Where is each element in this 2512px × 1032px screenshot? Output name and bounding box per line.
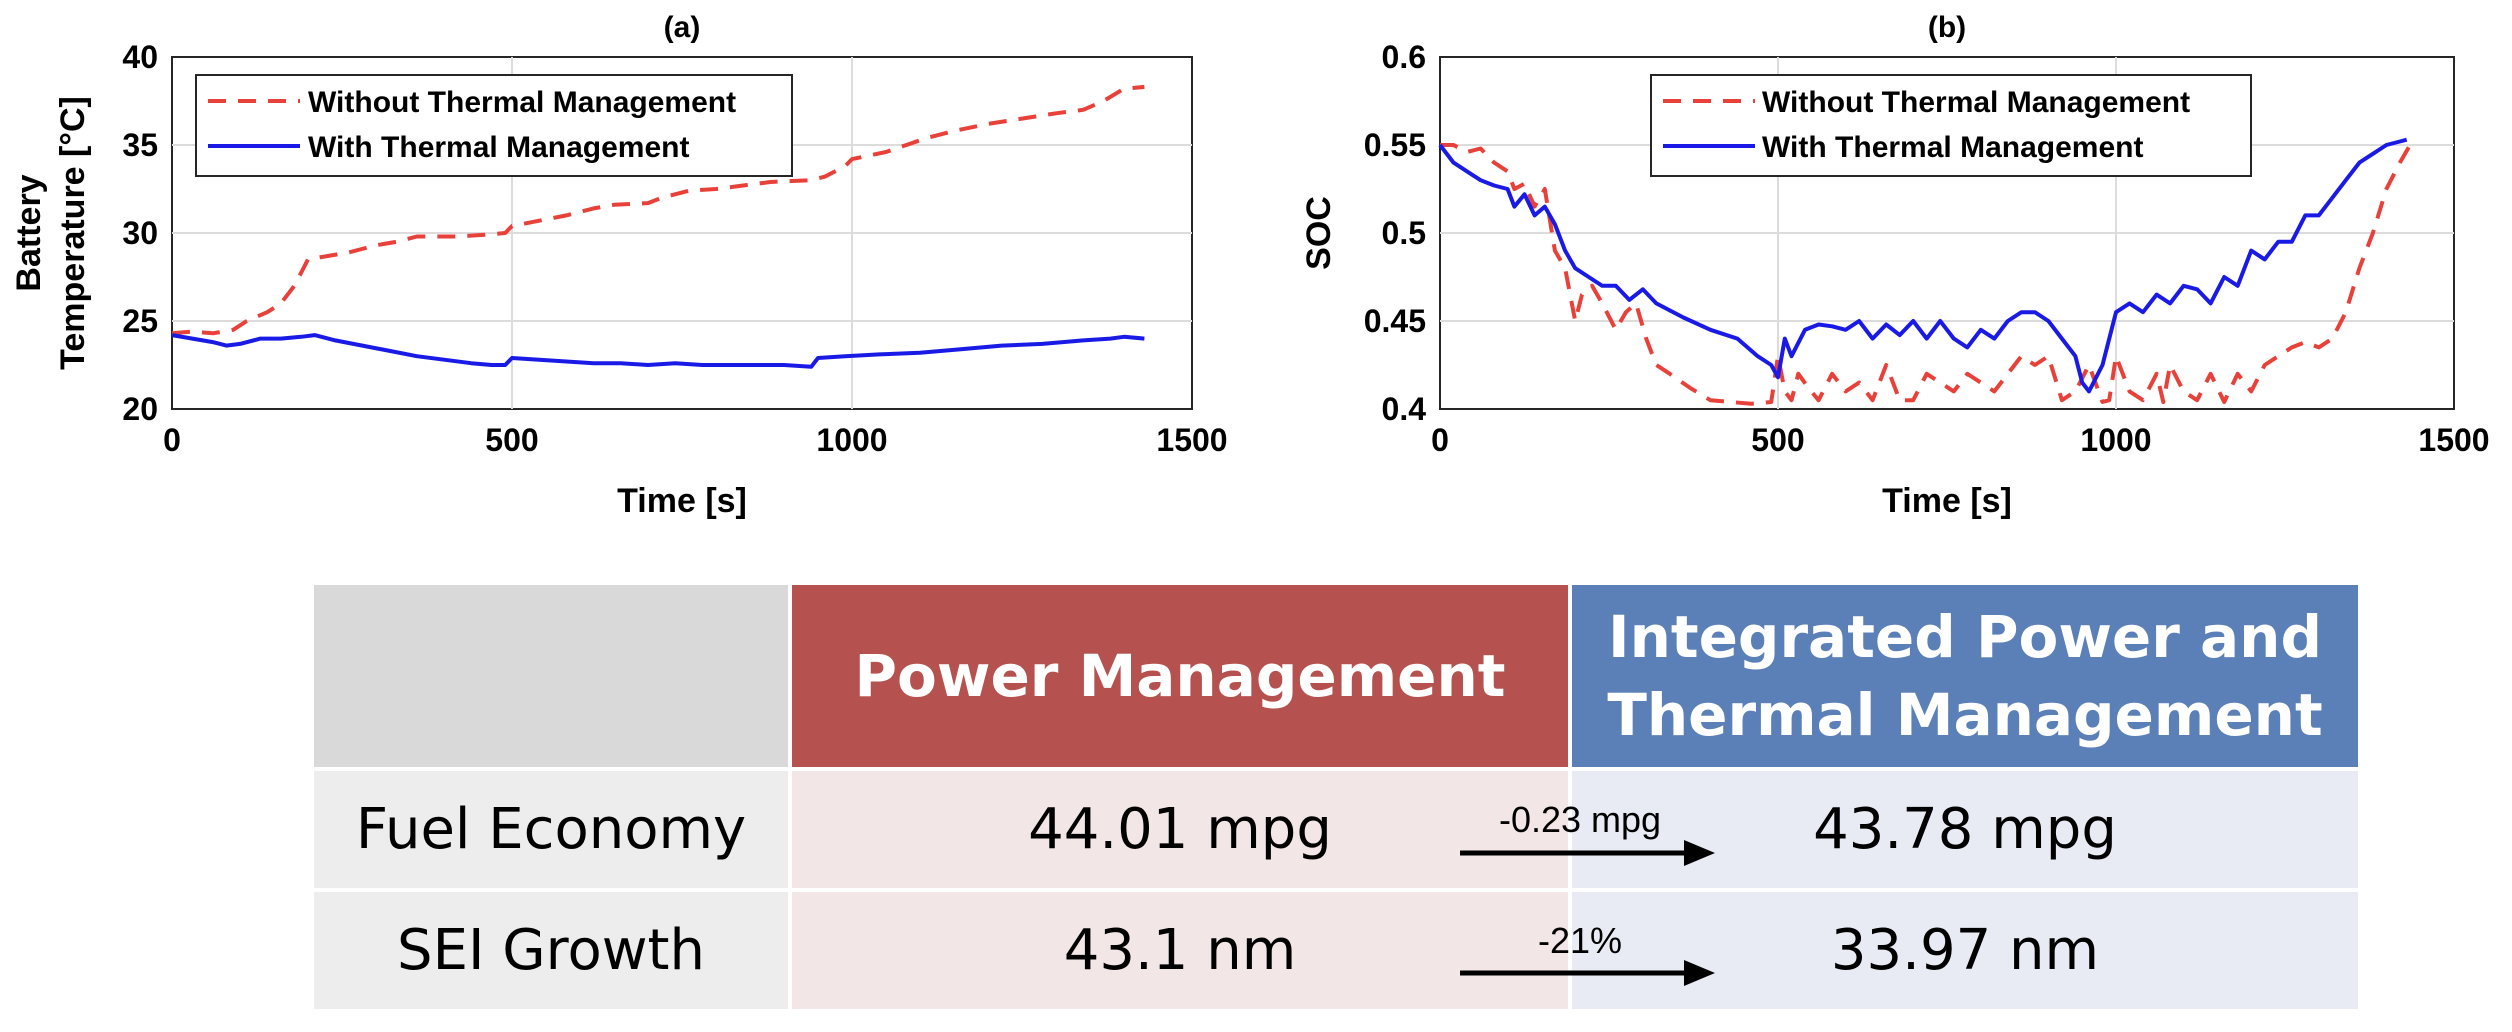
row-label-fuel-economy: Fuel Economy — [314, 771, 792, 888]
header-power-management: Power Management — [792, 585, 1572, 767]
x-tick-label: 0 — [163, 422, 181, 458]
chart-a-legend: Without Thermal Management With Thermal … — [195, 74, 793, 177]
chart-a-legend-label-without: Without Thermal Management — [308, 86, 736, 119]
header-power-management-text: Power Management — [854, 642, 1506, 710]
header-integrated-management: Integrated Power and Thermal Management — [1572, 585, 2358, 767]
y-tick-label: 25 — [122, 303, 158, 339]
a-series-line-with-thermal — [171, 333, 1145, 369]
y-tick-label: 0.55 — [1364, 127, 1426, 163]
x-tick-label: 0 — [1431, 422, 1449, 458]
y-tick-label: 0.4 — [1382, 391, 1427, 427]
y-tick-label: 0.5 — [1382, 215, 1426, 251]
chart-b-series — [1438, 137, 2412, 406]
y-tick-label: 35 — [122, 127, 158, 163]
header-integrated-line2: Thermal Management — [1607, 681, 2323, 749]
charts-area: 0 500 1000 1500 20 25 30 35 40 (a) Time [s] Batt… — [10, 11, 2490, 520]
y-tick-label: 40 — [122, 39, 158, 75]
row-label-sei-growth: SEI Growth — [314, 892, 792, 1009]
chart-b-xlabel: Time [s] — [1882, 482, 2012, 520]
x-tick-label: 1000 — [2080, 422, 2151, 458]
table-corner-cell — [314, 585, 792, 767]
fuel-economy-pm-value: 44.01 mpg — [792, 771, 1572, 888]
chart-b-legend-label-with: With Thermal Management — [1762, 131, 2143, 164]
chart-a-ylabel-line2: Temperature [°C] — [54, 96, 92, 370]
chart-a-title: (a) — [664, 11, 701, 44]
chart-a-legend-box — [195, 74, 793, 177]
chart-b-ylabel: SOC — [1300, 196, 1338, 270]
x-tick-label: 500 — [485, 422, 538, 458]
fuel-economy-change-label: -0.23 mpg — [1499, 799, 1661, 840]
sei-growth-change-arrow: -21% — [1460, 920, 1715, 986]
row-divider — [314, 767, 2358, 771]
chart-b-legend-label-without: Without Thermal Management — [1762, 86, 2190, 119]
y-tick-label: 0.45 — [1364, 303, 1426, 339]
y-tick-label: 30 — [122, 215, 158, 251]
fuel-economy-ipt-value: 43.78 mpg — [1572, 771, 2358, 888]
chart-b-title: (b) — [1928, 11, 1966, 44]
sei-growth-ipt-value: 33.97 nm — [1572, 892, 2358, 1009]
fuel-economy-change-arrow: -0.23 mpg — [1460, 799, 1715, 866]
y-tick-label: 20 — [122, 391, 158, 427]
sei-growth-pm-value: 43.1 nm — [792, 892, 1572, 1009]
y-tick-label: 0.6 — [1382, 39, 1426, 75]
row-divider — [314, 888, 2358, 892]
chart-a-legend-label-with: With Thermal Management — [308, 131, 689, 164]
b-series-line-with-thermal — [1438, 137, 2408, 394]
chart-a-series — [171, 84, 1145, 369]
chart-a: 0 500 1000 1500 20 25 30 35 40 (a) Time [s] Batt… — [10, 11, 1228, 520]
x-tick-label: 1500 — [2418, 422, 2489, 458]
sei-growth-arrow-head — [1684, 960, 1715, 986]
chart-a-ylabel-line1: Battery — [10, 174, 48, 291]
chart-a-ticks: 0 500 1000 1500 20 25 30 35 40 — [122, 39, 1227, 458]
x-tick-label: 1000 — [816, 422, 887, 458]
header-integrated-line1: Integrated Power and — [1608, 603, 2322, 671]
fuel-economy-arrow-head — [1684, 840, 1715, 866]
chart-b: 0 500 1000 1500 0.4 0.45 0.5 0.55 0.6 (b) Time [… — [1300, 11, 2490, 520]
x-tick-label: 500 — [1751, 422, 1804, 458]
chart-b-legend: Without Thermal Management With Thermal … — [1650, 74, 2252, 177]
sei-growth-change-label: -21% — [1538, 920, 1622, 961]
x-tick-label: 1500 — [1156, 422, 1227, 458]
chart-a-xlabel: Time [s] — [617, 482, 747, 520]
chart-b-ticks: 0 500 1000 1500 0.4 0.45 0.5 0.55 0.6 — [1364, 39, 2490, 458]
b-series-line-without-thermal — [1440, 143, 2412, 406]
comparison-table: Power Management Integrated Power and Th… — [314, 585, 2358, 1025]
chart-b-legend-box — [1650, 74, 2252, 177]
